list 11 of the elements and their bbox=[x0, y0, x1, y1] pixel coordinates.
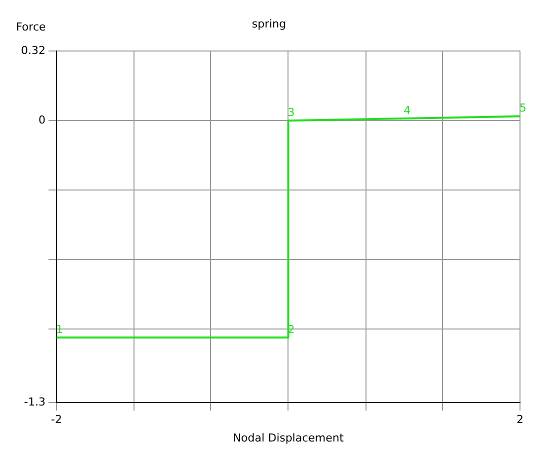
annotation: 5 bbox=[520, 102, 526, 115]
y-axis-title: Force bbox=[16, 20, 46, 34]
x-axis-title: Nodal Displacement bbox=[232, 431, 344, 444]
annotation: 3 bbox=[288, 106, 295, 119]
annotation: 1 bbox=[56, 322, 63, 336]
chart-title: spring bbox=[252, 17, 286, 30]
y-tick-label: -1.3 bbox=[24, 395, 46, 408]
y-tick-label: 0 bbox=[38, 113, 46, 126]
x-tick-label: -2 bbox=[51, 413, 62, 426]
y-tick-label: 0.32 bbox=[20, 44, 46, 58]
annotation: 4 bbox=[404, 104, 411, 117]
